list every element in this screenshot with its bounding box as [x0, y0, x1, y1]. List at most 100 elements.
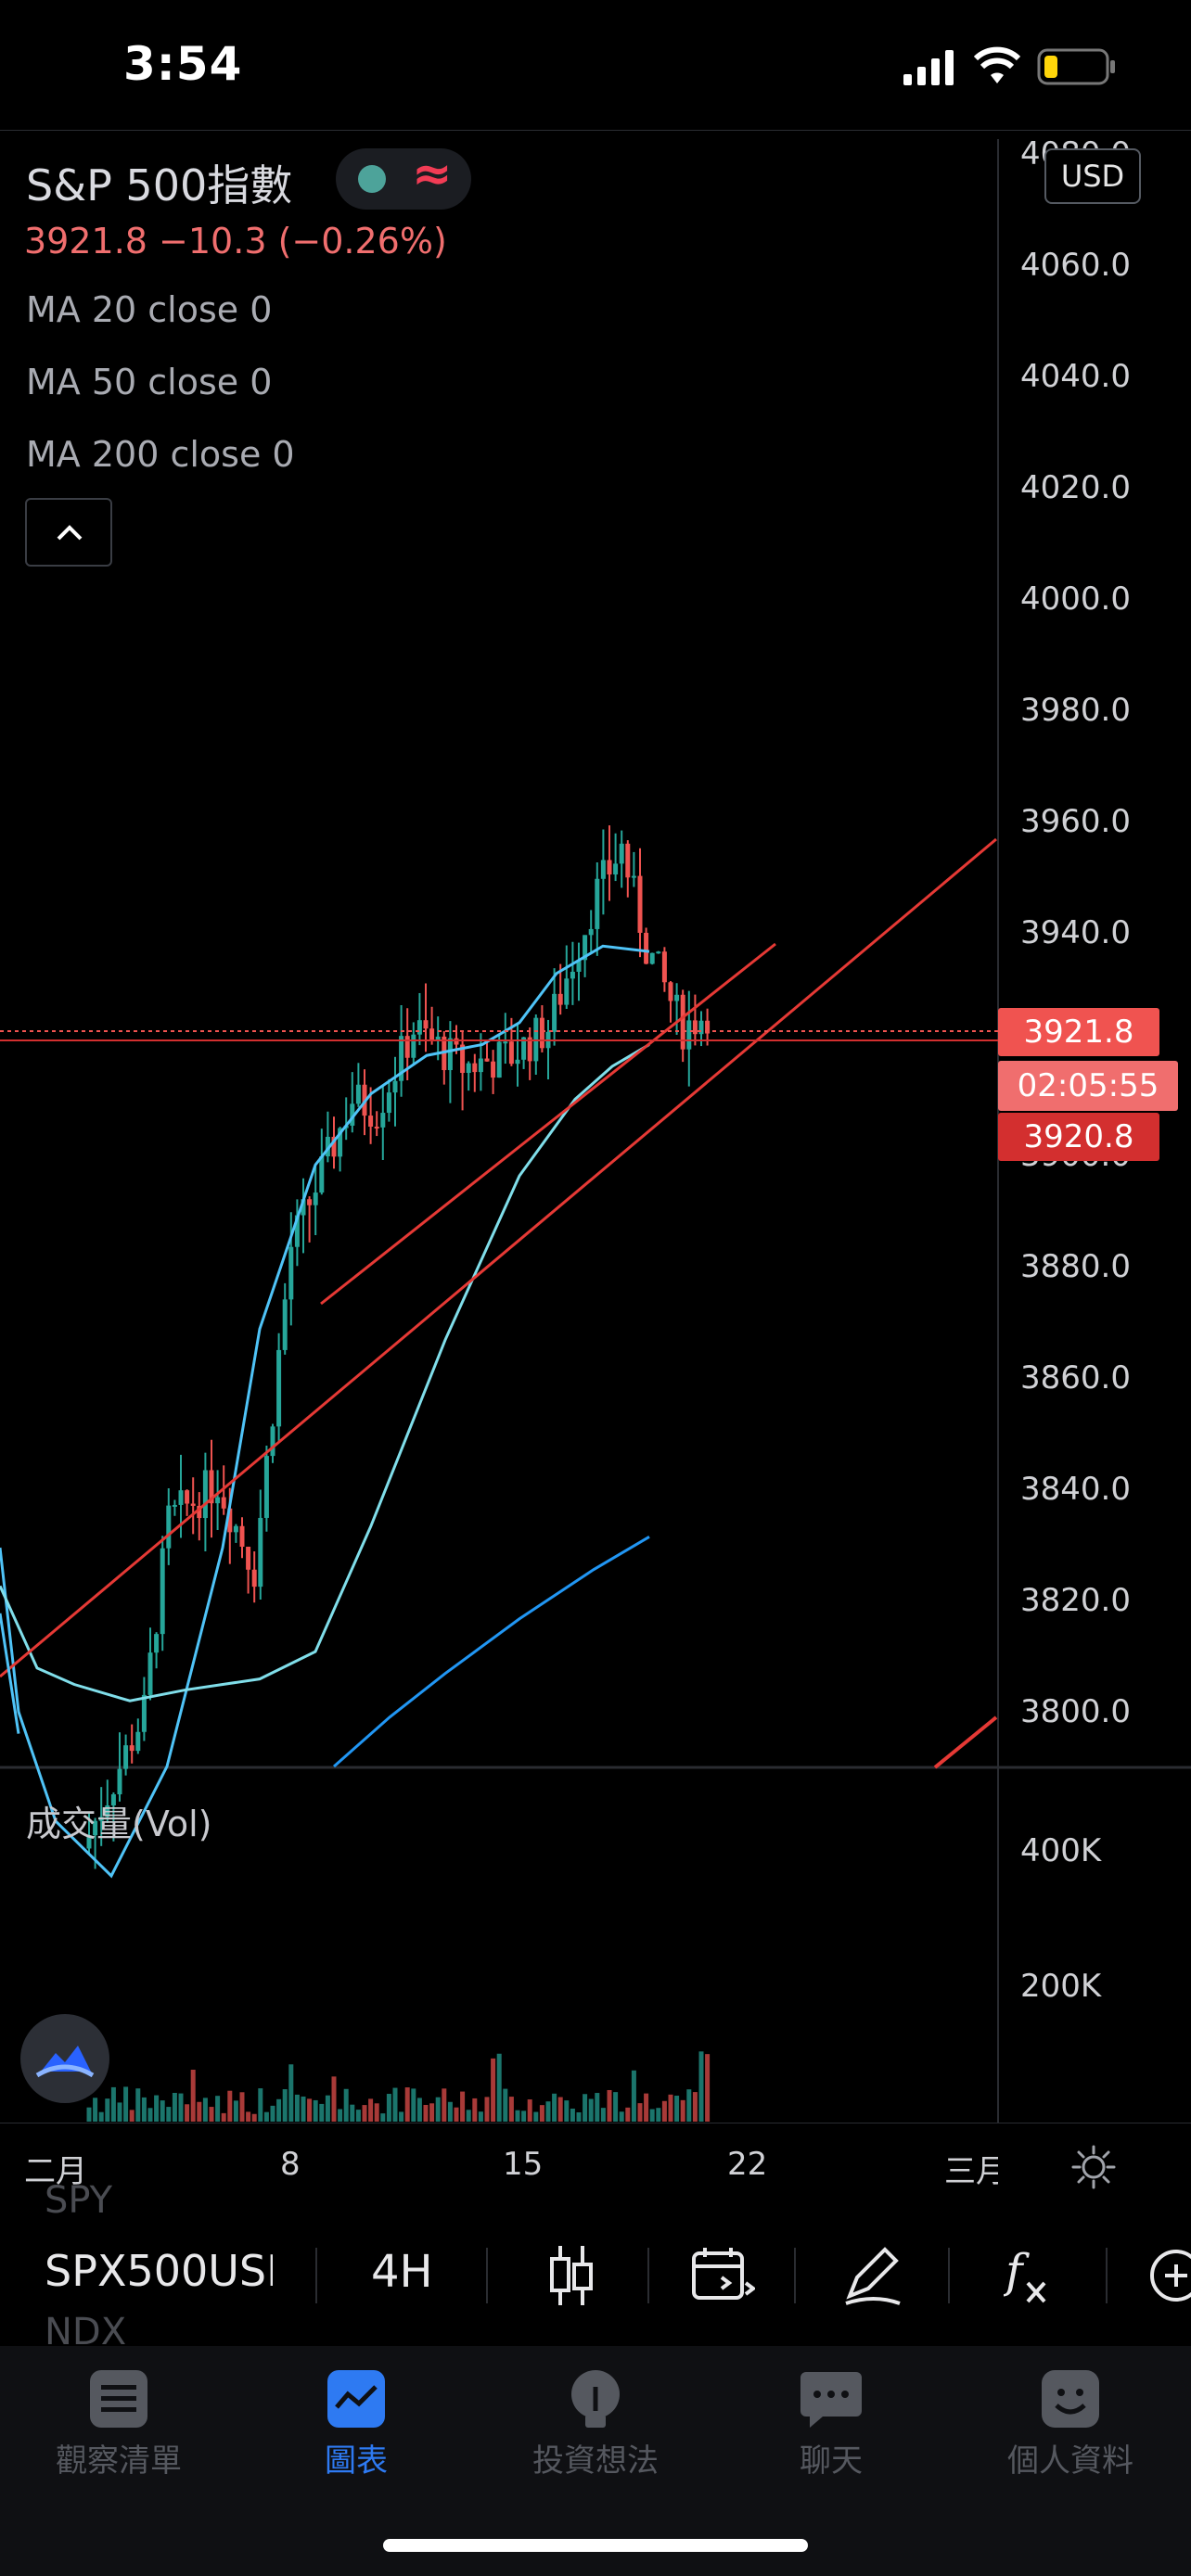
draw-icon[interactable] — [840, 2242, 905, 2307]
add-icon[interactable] — [1146, 2246, 1191, 2305]
tab-chart[interactable]: 圖表 — [245, 2346, 467, 2494]
market-open-icon — [358, 165, 386, 193]
candle-body — [429, 1028, 435, 1040]
price-axis-label: 4020.0 — [1020, 469, 1131, 506]
tab-label: 圖表 — [325, 2442, 388, 2480]
volume-bar — [331, 2076, 337, 2122]
candle-body — [583, 935, 588, 961]
volume-bar — [319, 2103, 325, 2122]
volume-bar — [362, 2105, 367, 2122]
indicator-icon[interactable]: f — [1004, 2242, 1054, 2307]
svg-text:f: f — [1004, 2244, 1030, 2298]
tab-watchlist[interactable]: 觀察清單 — [7, 2346, 230, 2494]
candle-body — [619, 843, 624, 864]
indicator-legend-ma50[interactable]: MA 50 close 0 — [26, 362, 273, 402]
chart-toolbar: f — [0, 2205, 1191, 2346]
volume-bar — [202, 2098, 208, 2122]
volume-bar — [625, 2107, 631, 2122]
volume-bar — [105, 2098, 110, 2122]
tab-ideas[interactable]: 投資想法 — [484, 2346, 707, 2494]
symbol-picker-prev[interactable]: SPY — [45, 2179, 113, 2222]
symbol-title[interactable]: S&P 500指數 — [26, 160, 293, 210]
tab-label: 聊天 — [800, 2442, 863, 2480]
volume-bar — [447, 2101, 453, 2122]
candle-body — [404, 1036, 410, 1058]
interval-button[interactable]: 4H — [371, 2246, 433, 2298]
volume-bar — [705, 2054, 711, 2122]
volume-bar — [343, 2088, 349, 2122]
price-axis-label: 3820.0 — [1020, 1582, 1131, 1619]
price-axis-label: 3960.0 — [1020, 803, 1131, 840]
tab-chat[interactable]: 聊天 — [720, 2346, 942, 2494]
volume-bar — [442, 2088, 447, 2122]
tradingview-logo[interactable] — [20, 2014, 109, 2103]
volume-bar — [570, 2108, 575, 2122]
candle-body — [698, 1020, 704, 1035]
volume-bar — [276, 2098, 282, 2122]
indicator-legend-ma20[interactable]: MA 20 close 0 — [26, 289, 273, 330]
indicator-legend-ma200[interactable]: MA 200 close 0 — [26, 434, 295, 475]
volume-bar — [368, 2098, 374, 2122]
candle-body — [668, 982, 673, 1001]
tab-profile[interactable]: 個人資料 — [959, 2346, 1182, 2494]
compare-icon[interactable] — [690, 2246, 755, 2303]
candle-body — [202, 1470, 208, 1519]
trendline-lower — [0, 837, 997, 1678]
tab-label: 觀察清單 — [56, 2442, 182, 2480]
candle-body — [435, 1036, 441, 1040]
symbol-picker[interactable]: SPX500USD — [45, 2246, 273, 2296]
volume-bar — [429, 2103, 435, 2122]
profile-icon — [1042, 2370, 1099, 2428]
price-axis-label: 3880.0 — [1020, 1248, 1131, 1285]
volume-bar — [595, 2093, 600, 2122]
candle-body — [460, 1044, 466, 1074]
price-axis-label: 3860.0 — [1020, 1359, 1131, 1396]
candle-body — [539, 1017, 544, 1049]
candle-body — [380, 1113, 386, 1128]
volume-bar — [533, 2111, 539, 2122]
home-indicator — [383, 2539, 808, 2552]
list-icon — [90, 2370, 147, 2428]
currency-button[interactable]: USD — [1044, 148, 1141, 204]
volume-legend[interactable]: 成交量(Vol) — [26, 1804, 212, 1844]
battery-icon — [1037, 48, 1115, 85]
volume-bar — [583, 2094, 588, 2122]
candle-body — [258, 1517, 263, 1588]
volume-bar — [355, 2110, 361, 2122]
candlestick-series — [86, 825, 711, 1869]
volume-bar — [478, 2111, 483, 2122]
candle-body — [521, 1037, 527, 1060]
candle-body — [307, 1199, 313, 1205]
idea-icon — [571, 2370, 620, 2428]
volume-bar — [661, 2100, 667, 2122]
volume-bar — [154, 2095, 160, 2122]
volume-bar — [454, 2107, 459, 2122]
volume-bar — [466, 2110, 471, 2122]
tab-label: 個人資料 — [1007, 2442, 1133, 2480]
chart-settings-icon[interactable] — [1070, 2144, 1117, 2190]
ma20-line-segment — [0, 1613, 20, 1734]
volume-bar — [399, 2111, 404, 2122]
candle-body — [607, 860, 612, 875]
volume-bar — [649, 2109, 655, 2122]
price-axis-label: 3940.0 — [1020, 914, 1131, 951]
bid-price-tag: 3920.8 — [998, 1113, 1159, 1161]
time-axis-label: 22 — [727, 2146, 768, 2183]
price-axis-label: 4040.0 — [1020, 358, 1131, 395]
candle-body — [478, 1058, 483, 1073]
candle-body — [374, 1126, 379, 1129]
candle-type-icon[interactable] — [547, 2242, 596, 2309]
candle-body — [503, 1041, 508, 1044]
volume-bar — [215, 2096, 221, 2122]
volume-bar — [197, 2101, 202, 2122]
collapse-legend-button[interactable] — [25, 498, 112, 567]
candle-body — [472, 1063, 478, 1073]
trendline-far — [933, 1715, 998, 1769]
candle-body — [637, 875, 643, 933]
candle-body — [588, 928, 594, 936]
price-axis-label: 4060.0 — [1020, 247, 1131, 284]
volume-bar — [607, 2089, 612, 2122]
volume-bar — [411, 2088, 416, 2122]
chevron-up-icon — [57, 525, 83, 541]
price-chart[interactable] — [0, 130, 1191, 2123]
